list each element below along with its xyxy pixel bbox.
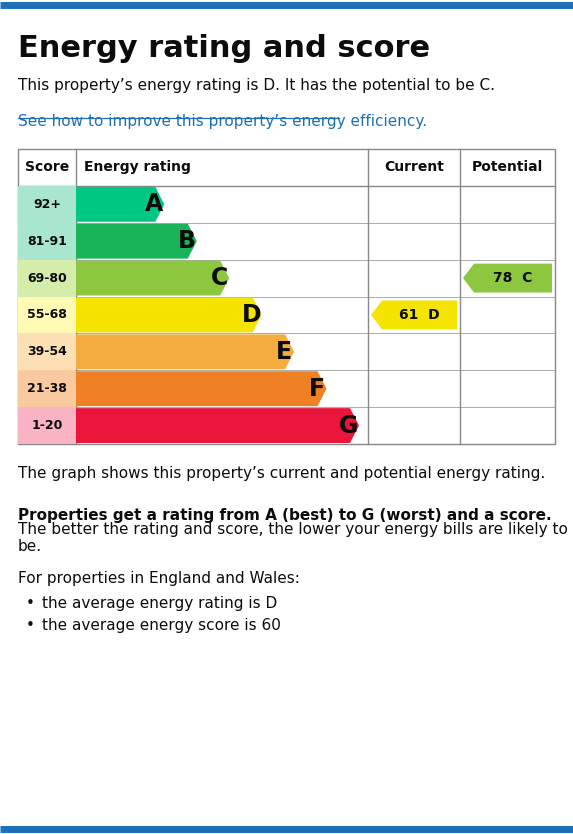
Polygon shape: [463, 264, 552, 293]
Bar: [18, 259, 76, 297]
Text: 69-80: 69-80: [27, 272, 67, 284]
Text: C: C: [211, 266, 228, 290]
Text: 1-20: 1-20: [32, 419, 62, 432]
FancyArrow shape: [76, 408, 359, 443]
FancyArrow shape: [76, 298, 262, 333]
Text: F: F: [308, 377, 325, 400]
Bar: [18, 297, 76, 334]
Polygon shape: [371, 300, 457, 329]
Bar: [18, 149, 555, 444]
Text: Potential: Potential: [472, 160, 543, 174]
Text: the average energy score is 60: the average energy score is 60: [42, 618, 281, 633]
Text: The graph shows this property’s current and potential energy rating.: The graph shows this property’s current …: [18, 466, 545, 481]
FancyArrow shape: [76, 187, 164, 222]
Text: •: •: [26, 618, 34, 633]
Text: Energy rating and score: Energy rating and score: [18, 34, 430, 63]
Text: 39-54: 39-54: [27, 345, 67, 359]
Text: E: E: [276, 339, 292, 364]
Text: 61  D: 61 D: [399, 308, 440, 322]
Text: Current: Current: [384, 160, 444, 174]
Text: 92+: 92+: [33, 198, 61, 211]
Text: The better the rating and score, the lower your energy bills are likely to be.: The better the rating and score, the low…: [18, 522, 568, 555]
Bar: [18, 186, 76, 223]
Bar: [18, 407, 76, 444]
FancyArrow shape: [76, 261, 229, 295]
FancyArrow shape: [76, 334, 294, 369]
Text: Score: Score: [25, 160, 69, 174]
Text: •: •: [26, 596, 34, 611]
Text: This property’s energy rating is D. It has the potential to be C.: This property’s energy rating is D. It h…: [18, 78, 495, 93]
Text: See how to improve this property’s energy efficiency.: See how to improve this property’s energ…: [18, 114, 427, 129]
Text: the average energy rating is D: the average energy rating is D: [42, 596, 277, 611]
FancyArrow shape: [76, 224, 197, 259]
Bar: [18, 370, 76, 407]
Text: For properties in England and Wales:: For properties in England and Wales:: [18, 571, 300, 586]
FancyArrow shape: [76, 371, 327, 406]
Text: 78  C: 78 C: [493, 271, 533, 285]
Text: 81-91: 81-91: [27, 234, 67, 248]
Text: Properties get a rating from A (best) to G (worst) and a score.: Properties get a rating from A (best) to…: [18, 508, 552, 523]
Text: B: B: [178, 229, 196, 254]
Text: Energy rating: Energy rating: [84, 160, 191, 174]
Text: D: D: [242, 303, 261, 327]
Text: G: G: [339, 414, 359, 438]
Bar: [18, 334, 76, 370]
Text: A: A: [145, 193, 163, 216]
Text: 21-38: 21-38: [27, 382, 67, 395]
Text: 55-68: 55-68: [27, 309, 67, 321]
Bar: [18, 223, 76, 259]
